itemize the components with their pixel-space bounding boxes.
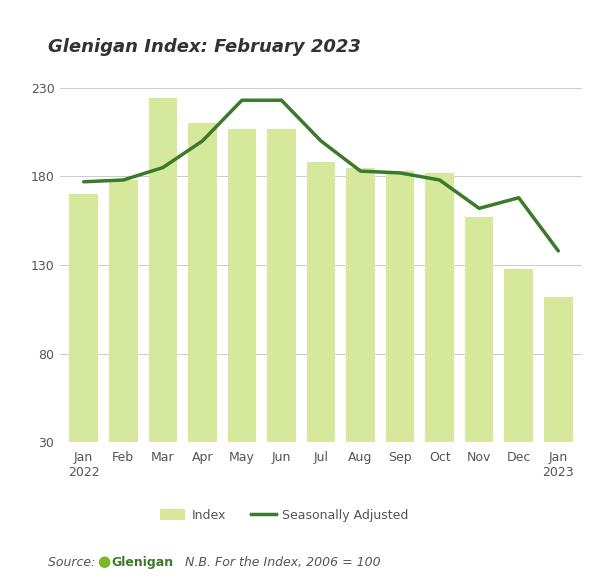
- Bar: [188, 123, 217, 495]
- Bar: [346, 168, 375, 495]
- Text: Glenigan Index: February 2023: Glenigan Index: February 2023: [48, 38, 361, 56]
- Bar: [307, 162, 335, 495]
- Bar: [227, 129, 256, 495]
- Bar: [465, 217, 493, 495]
- Bar: [386, 171, 415, 495]
- Bar: [505, 269, 533, 495]
- Text: Source:: Source:: [48, 556, 100, 569]
- Text: ●: ●: [97, 554, 110, 569]
- Bar: [109, 180, 137, 495]
- Bar: [70, 194, 98, 495]
- Legend: Index, Seasonally Adjusted: Index, Seasonally Adjusted: [160, 509, 409, 522]
- Bar: [149, 98, 177, 495]
- Bar: [267, 129, 296, 495]
- Bar: [425, 173, 454, 495]
- Text: N.B. For the Index, 2006 = 100: N.B. For the Index, 2006 = 100: [177, 556, 380, 569]
- Text: Glenigan: Glenigan: [112, 556, 174, 569]
- Bar: [544, 297, 572, 495]
